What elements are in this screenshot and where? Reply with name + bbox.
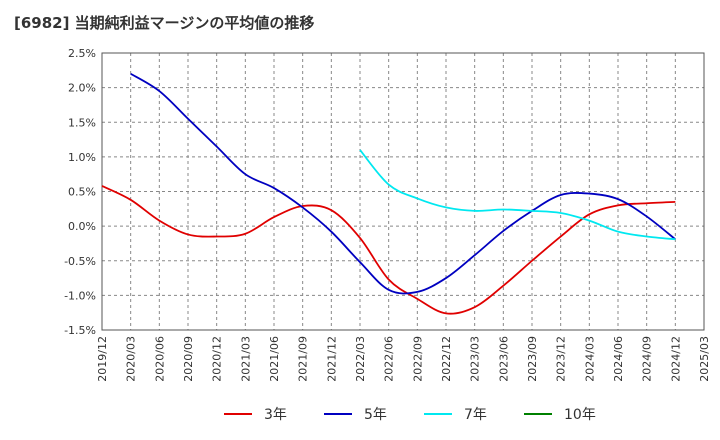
x-tick-label: 2024/03 xyxy=(583,336,596,382)
y-tick-label: 0.0% xyxy=(68,220,96,233)
x-tick-label: 2021/06 xyxy=(268,336,281,382)
y-tick-label: -0.5% xyxy=(64,255,96,268)
legend-label: 10年 xyxy=(564,407,596,423)
plot-frame xyxy=(101,52,705,331)
y-tick-label: 0.5% xyxy=(68,186,96,199)
grid-layer xyxy=(102,53,704,330)
x-tick-label: 2023/06 xyxy=(497,336,510,382)
x-tick-label: 2024/09 xyxy=(641,336,654,382)
series-line-2 xyxy=(130,73,676,295)
x-tick-label: 2020/09 xyxy=(182,336,195,382)
x-tick-label: 2024/12 xyxy=(669,336,682,382)
y-tick-label: 2.5% xyxy=(68,47,96,60)
series-line-1 xyxy=(101,185,676,315)
x-tick-label: 2022/03 xyxy=(354,336,367,382)
series-layer xyxy=(101,73,676,315)
x-tick-label: 2020/06 xyxy=(153,336,166,382)
legend-label: 3年 xyxy=(264,407,287,423)
y-tick-label: -1.0% xyxy=(64,289,96,302)
series-line-3 xyxy=(359,149,676,241)
x-tick-label: 2023/03 xyxy=(469,336,482,382)
x-tick-label: 2022/09 xyxy=(411,336,424,382)
y-tick-label: 1.0% xyxy=(68,151,96,164)
legend-label: 7年 xyxy=(464,407,487,423)
y-tick-label: 2.0% xyxy=(68,82,96,95)
x-tick-label: 2022/06 xyxy=(383,336,396,382)
x-tick-label: 2021/03 xyxy=(239,336,252,382)
x-tick-label: 2020/03 xyxy=(125,336,138,382)
chart-title: [6982] 当期純利益マージンの平均値の推移 xyxy=(14,14,315,32)
axis-layer: 2.5%2.0%1.5%1.0%0.5%0.0%-0.5%-1.0%-1.5%2… xyxy=(64,47,711,382)
x-tick-label: 2020/12 xyxy=(211,336,224,382)
x-tick-label: 2024/06 xyxy=(612,336,625,382)
x-tick-label: 2021/12 xyxy=(325,336,338,382)
y-tick-label: 1.5% xyxy=(68,116,96,129)
y-tick-label: -1.5% xyxy=(64,324,96,337)
legend-label: 5年 xyxy=(364,407,387,423)
x-tick-label: 2023/09 xyxy=(526,336,539,382)
legend-layer: 3年 5年 7年 10年 xyxy=(224,407,596,423)
x-tick-label: 2022/12 xyxy=(440,336,453,382)
x-tick-label: 2025/03 xyxy=(698,336,711,382)
x-tick-label: 2023/12 xyxy=(555,336,568,382)
x-tick-label: 2021/09 xyxy=(297,336,310,382)
x-tick-label: 2019/12 xyxy=(96,336,109,382)
